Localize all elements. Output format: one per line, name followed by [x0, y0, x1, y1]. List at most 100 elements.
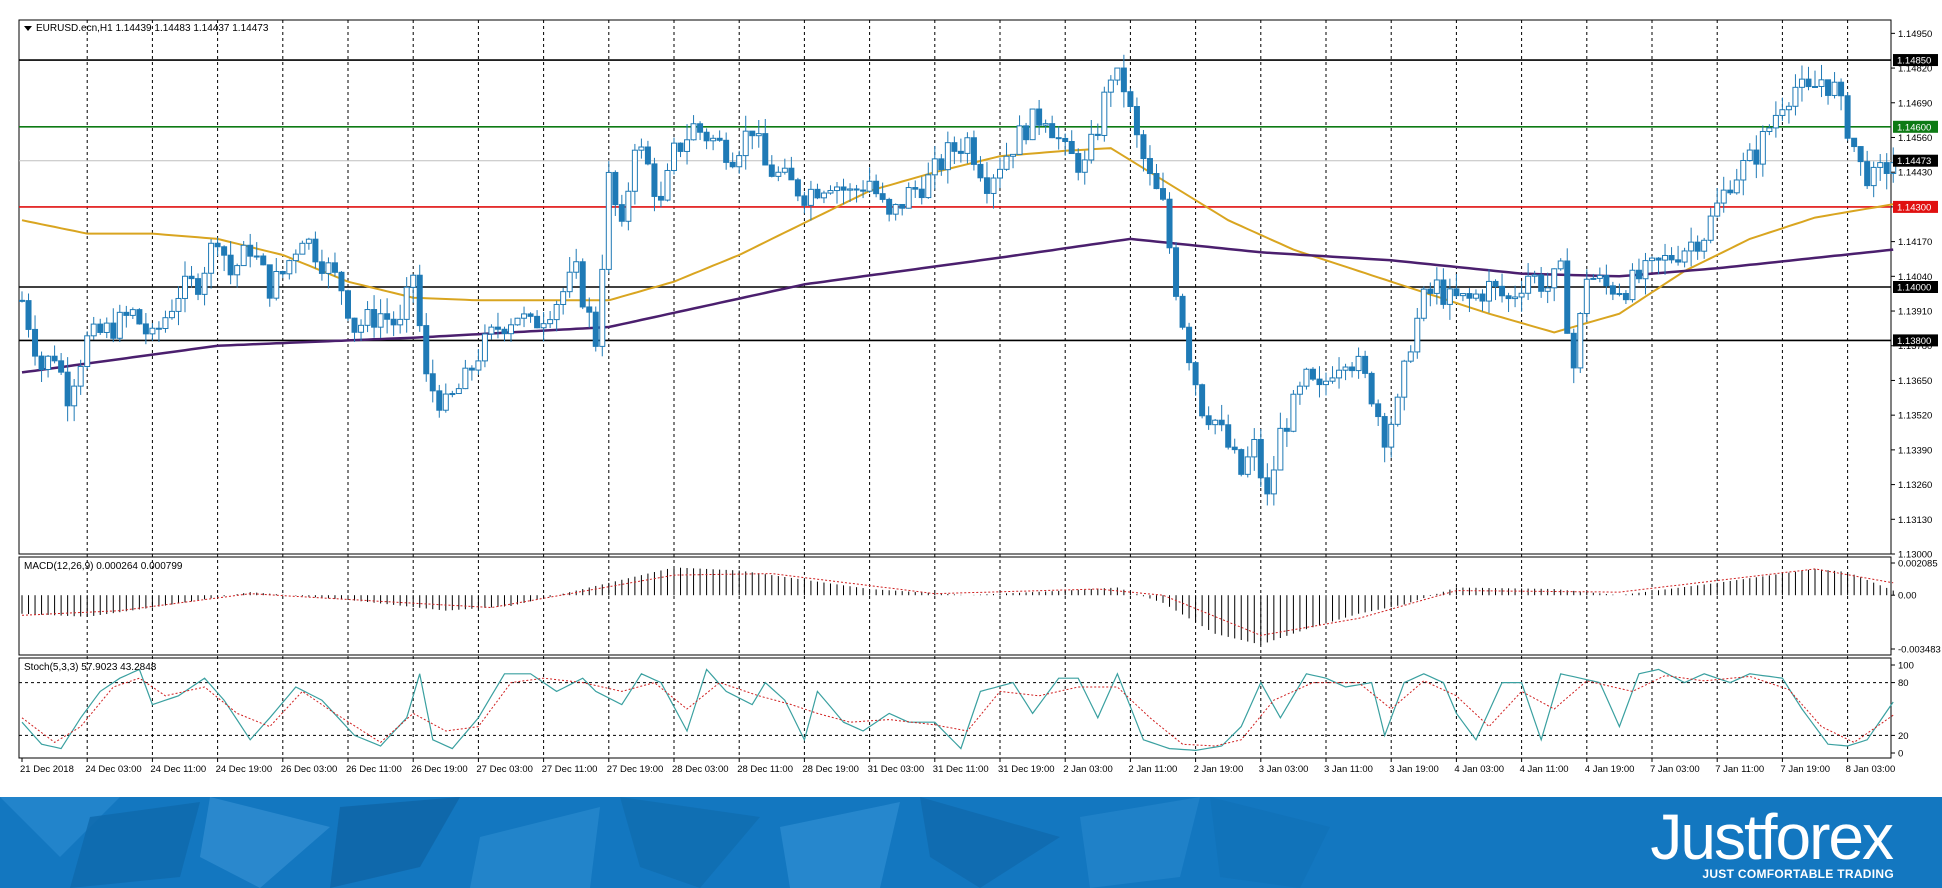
candle-body: [860, 189, 867, 192]
macd-tick-label: -0.003483: [1898, 645, 1941, 656]
candle-body: [1114, 67, 1121, 81]
stochastic-tick-label: 20: [1898, 731, 1909, 742]
candle-body: [886, 198, 893, 215]
candle-body: [312, 238, 319, 263]
candle-body: [794, 179, 801, 197]
justforex-logo[interactable]: Justforex: [1650, 801, 1894, 873]
candle-body: [918, 188, 925, 199]
level-label-box: [1893, 120, 1938, 133]
candle-body: [801, 195, 808, 206]
level-label-text: 1.13800: [1897, 336, 1931, 347]
price-tick-label: 1.14560: [1898, 133, 1932, 144]
candle-body: [1557, 260, 1564, 270]
candle-body: [149, 327, 156, 335]
candle-body: [1394, 396, 1401, 425]
candle-body: [1388, 423, 1395, 448]
candle-body: [723, 139, 730, 163]
candle-body: [77, 365, 84, 387]
candle-body: [1779, 109, 1786, 116]
candle-body: [1590, 277, 1597, 280]
price-tick-label: 1.13390: [1898, 445, 1932, 456]
candle-body: [1838, 81, 1845, 97]
candle-body: [1844, 95, 1851, 139]
candle-body: [1792, 86, 1799, 107]
candle-body: [1055, 137, 1062, 140]
candle-body: [938, 158, 945, 171]
dropdown-triangle-icon[interactable]: [24, 26, 32, 31]
candle-body: [1362, 355, 1369, 374]
time-tick-label: 2 Jan 03:00: [1063, 764, 1113, 775]
macd-signal-line: [21, 568, 1894, 636]
stochastic-pane[interactable]: 100 80 20 0 Stoch(5,3,3) 57.9023 43.2848: [18, 657, 1914, 760]
candle-body: [97, 323, 104, 333]
candle-body: [579, 261, 586, 308]
candle-body: [1616, 292, 1623, 295]
candle-body: [612, 171, 619, 206]
candle-body: [703, 131, 710, 142]
time-tick-label: 21 Dec 2018: [20, 764, 74, 775]
candle-body: [1212, 419, 1219, 426]
macd-pane-frame: [18, 556, 1892, 656]
candle-body: [260, 255, 267, 266]
macd-pane[interactable]: 0.002085 0.00 -0.003483 MACD(12,26,9) 0.00…: [18, 556, 1941, 656]
candle-body: [1512, 296, 1519, 300]
candle-body: [1688, 241, 1695, 252]
time-tick-label: 4 Jan 03:00: [1454, 764, 1504, 775]
price-tick-label: 1.14170: [1898, 237, 1932, 248]
candle-body: [1401, 360, 1408, 398]
candle-body: [1179, 295, 1186, 328]
price-tick-label: 1.14690: [1898, 98, 1932, 109]
candle-body: [1068, 141, 1075, 155]
candle-body: [1225, 424, 1232, 448]
candle-body: [227, 254, 234, 276]
candle-body: [84, 335, 91, 367]
price-tick-label: 1.13000: [1898, 550, 1932, 561]
candle-body: [1772, 114, 1779, 129]
candle-body: [912, 187, 919, 190]
price-pane[interactable]: 1.14950 1.14820 1.14690 1.14560 1.14430 1.143…: [18, 19, 1938, 561]
candle-body: [116, 311, 123, 339]
candle-body: [1766, 127, 1773, 133]
candle-body: [1701, 239, 1708, 252]
candle-body: [195, 278, 202, 295]
candle-body: [1205, 415, 1212, 426]
time-tick-label: 7 Jan 19:00: [1780, 764, 1830, 775]
candle-body: [820, 192, 827, 199]
candle-body: [1499, 285, 1506, 297]
candle-body: [1583, 278, 1590, 315]
candle-body: [1049, 123, 1056, 139]
candle-body: [1864, 161, 1871, 187]
candle-body: [547, 319, 554, 325]
candle-body: [631, 149, 638, 192]
candle-body: [1270, 469, 1277, 495]
level-label-text: 1.14600: [1897, 122, 1931, 133]
candle-body: [25, 300, 32, 330]
level-label-text: 1.14300: [1897, 202, 1931, 213]
symbol-header: EURUSD.ecn,H1 1.14439 1.14483 1.14437 1.…: [24, 23, 269, 34]
candle-body: [1016, 125, 1023, 155]
level-label-box: [1893, 334, 1938, 347]
candle-body: [1407, 351, 1414, 362]
candle-body: [501, 328, 508, 335]
time-tick-label: 26 Dec 11:00: [346, 764, 402, 775]
candle-body: [1440, 279, 1447, 305]
candle-body: [944, 142, 951, 171]
candle-body: [208, 242, 215, 274]
brand-tagline: JUST COMFORTABLE TRADING: [1702, 867, 1894, 881]
candle-body: [449, 393, 456, 396]
symbol-header-text: EURUSD.ecn,H1 1.14439 1.14483 1.14437 1.…: [36, 23, 269, 34]
candle-body: [1329, 377, 1336, 382]
candle-body: [1029, 108, 1036, 141]
macd-signal-line: [21, 568, 1894, 636]
time-tick-label: 27 Dec 03:00: [476, 764, 533, 775]
candle-body: [1759, 131, 1766, 165]
candle-body: [807, 188, 814, 206]
candle-body: [749, 130, 756, 137]
candle-body: [462, 367, 469, 390]
candle-body: [45, 355, 52, 370]
candle-body: [553, 303, 560, 321]
candle-body: [1551, 268, 1558, 289]
candle-body: [1381, 416, 1388, 448]
candle-body: [1870, 166, 1877, 187]
candle-body: [201, 272, 208, 295]
